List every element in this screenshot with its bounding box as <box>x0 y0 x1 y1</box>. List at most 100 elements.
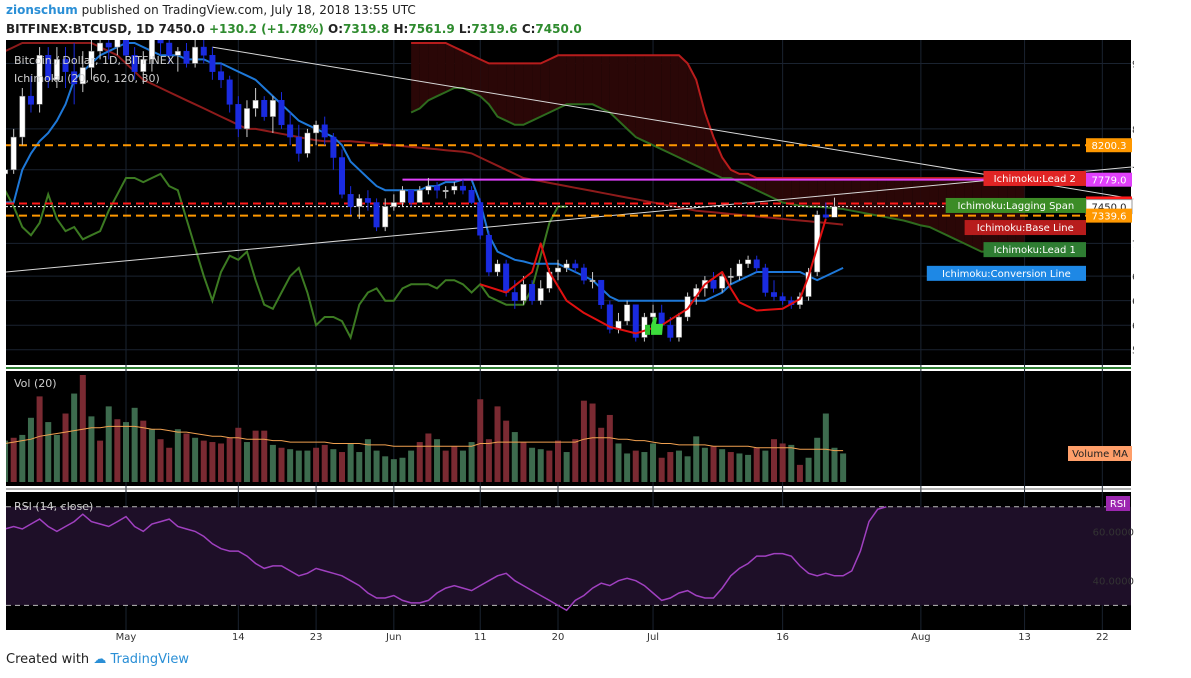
candle-body[interactable] <box>667 324 674 338</box>
author-name[interactable]: zionschum <box>6 3 78 17</box>
volume-bar[interactable] <box>555 440 561 482</box>
candle-body[interactable] <box>710 279 717 289</box>
volume-bar[interactable] <box>624 453 631 482</box>
volume-bar[interactable] <box>53 434 60 482</box>
volume-bar[interactable] <box>684 456 691 482</box>
volume-bar[interactable] <box>727 452 734 482</box>
candle-body[interactable] <box>494 263 501 273</box>
candle-body[interactable] <box>477 202 484 236</box>
candle-body[interactable] <box>123 22 129 56</box>
candle-body[interactable] <box>468 189 475 203</box>
volume-bar[interactable] <box>814 437 821 482</box>
volume-bar[interactable] <box>563 452 570 482</box>
volume-bar[interactable] <box>650 443 657 482</box>
volume-bar[interactable] <box>313 447 320 482</box>
volume-bar[interactable] <box>243 442 250 482</box>
candle-body[interactable] <box>218 71 225 81</box>
volume-bar[interactable] <box>88 416 95 482</box>
volume-bar[interactable] <box>771 439 777 482</box>
candle-body[interactable] <box>330 136 337 158</box>
volume-bar[interactable] <box>123 422 129 482</box>
candle-body[interactable] <box>451 185 458 191</box>
candle-body[interactable] <box>269 100 276 117</box>
volume-bar[interactable] <box>788 444 795 482</box>
candle-body[interactable] <box>555 267 561 273</box>
volume-bar[interactable] <box>166 447 173 482</box>
volume-bar[interactable] <box>97 440 104 482</box>
volume-bar[interactable] <box>459 450 466 482</box>
volume-bar[interactable] <box>701 447 708 482</box>
volume-bar[interactable] <box>45 422 52 482</box>
volume-bar[interactable] <box>416 442 423 482</box>
volume-bar[interactable] <box>762 450 769 482</box>
volume-bar[interactable] <box>719 449 726 482</box>
candle-body[interactable] <box>762 267 769 293</box>
volume-bar[interactable] <box>373 450 380 482</box>
volume-bar[interactable] <box>710 446 717 482</box>
volume-bar[interactable] <box>494 406 501 482</box>
volume-bar[interactable] <box>105 406 112 482</box>
volume-bar[interactable] <box>218 443 225 482</box>
tradingview-link[interactable]: TradingView <box>110 652 189 667</box>
volume-bar[interactable] <box>572 439 579 482</box>
volume-bar[interactable] <box>693 436 700 482</box>
volume-bar[interactable] <box>339 452 345 482</box>
candle-body[interactable] <box>19 95 26 138</box>
volume-bar[interactable] <box>390 459 397 482</box>
volume-bar[interactable] <box>408 450 415 482</box>
volume-bar[interactable] <box>269 444 276 482</box>
candle-body[interactable] <box>88 50 95 68</box>
candle-body[interactable] <box>650 312 657 318</box>
volume-bar[interactable] <box>2 440 9 482</box>
volume-bar[interactable] <box>19 434 26 482</box>
volume-bar[interactable] <box>140 420 147 482</box>
candle-body[interactable] <box>572 263 579 269</box>
volume-bar[interactable] <box>675 450 682 482</box>
candle-body[interactable] <box>261 100 268 117</box>
candle-body[interactable] <box>183 50 190 64</box>
candle-body[interactable] <box>563 263 570 269</box>
candle-body[interactable] <box>771 292 777 297</box>
candle-body[interactable] <box>200 46 207 56</box>
volume-bar[interactable] <box>477 399 484 482</box>
candle-body[interactable] <box>356 198 363 207</box>
candle-body[interactable] <box>598 279 605 305</box>
candle-body[interactable] <box>675 316 682 338</box>
volume-bar[interactable] <box>580 400 587 482</box>
candle-body[interactable] <box>140 59 147 72</box>
candle-body[interactable] <box>373 202 380 228</box>
volume-bar[interactable] <box>822 413 829 482</box>
candle-body[interactable] <box>425 185 432 191</box>
candle-body[interactable] <box>235 104 242 130</box>
volume-bar[interactable] <box>261 430 268 482</box>
candle-body[interactable] <box>45 55 52 81</box>
volume-bar[interactable] <box>736 453 743 482</box>
volume-bar[interactable] <box>537 449 544 482</box>
candle-body[interactable] <box>62 59 69 72</box>
candle-body[interactable] <box>339 157 345 195</box>
candle-body[interactable] <box>624 304 631 322</box>
candle-body[interactable] <box>442 189 449 192</box>
candle-body[interactable] <box>745 259 752 265</box>
candle-body[interactable] <box>252 100 259 109</box>
candle-body[interactable] <box>727 275 734 278</box>
volume-bar[interactable] <box>615 443 622 482</box>
candle-body[interactable] <box>192 46 199 64</box>
candle-body[interactable] <box>399 189 406 203</box>
volume-bar[interactable] <box>399 457 406 482</box>
candle-body[interactable] <box>114 22 121 48</box>
candle-body[interactable] <box>382 206 389 228</box>
volume-bar[interactable] <box>451 446 458 482</box>
candle-body[interactable] <box>632 304 639 338</box>
volume-bar[interactable] <box>183 433 190 482</box>
volume-bar[interactable] <box>511 432 518 482</box>
candle-body[interactable] <box>736 263 743 277</box>
candle-body[interactable] <box>459 185 466 191</box>
candle-body[interactable] <box>209 55 216 72</box>
volume-bar[interactable] <box>667 452 674 482</box>
candle-body[interactable] <box>243 108 250 130</box>
volume-bar[interactable] <box>598 427 605 482</box>
candle-body[interactable] <box>364 198 371 203</box>
volume-bar[interactable] <box>745 454 752 482</box>
volume-bar[interactable] <box>831 447 838 482</box>
